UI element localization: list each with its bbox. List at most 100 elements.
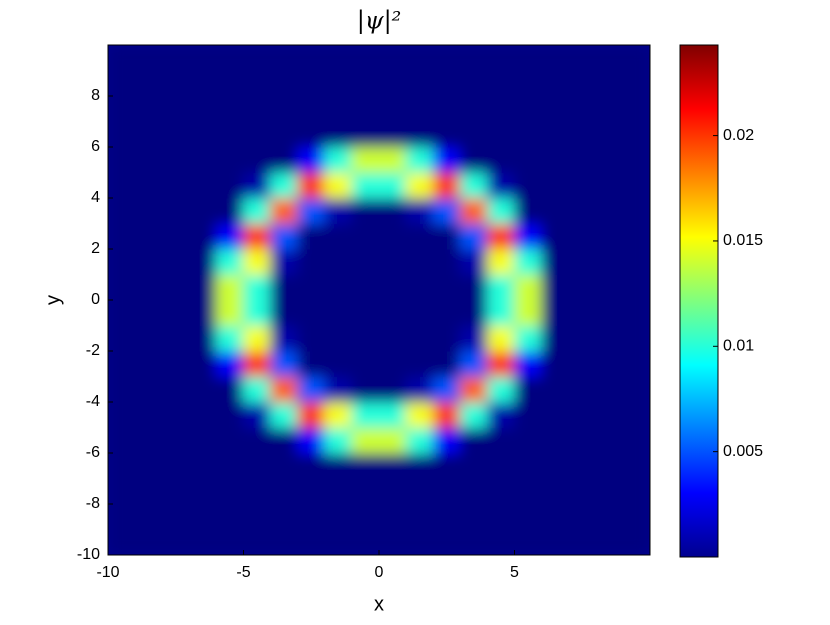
heatmap-cell — [243, 223, 272, 250]
heatmap-cell — [595, 401, 624, 428]
heatmap-cell — [134, 325, 163, 352]
y-tick-label: -4 — [86, 393, 100, 410]
heatmap-cell — [405, 172, 434, 199]
heatmap-cell — [378, 427, 407, 454]
heatmap-cell — [595, 223, 624, 250]
heatmap-cell — [297, 172, 326, 199]
heatmap-cell — [215, 427, 244, 454]
heatmap-cell — [108, 401, 136, 428]
heatmap-cell — [297, 248, 326, 275]
heatmap-cell — [568, 95, 597, 122]
heatmap-cell — [161, 70, 190, 97]
heatmap-cell — [243, 350, 272, 377]
colorbar-tick-label: 0.01 — [723, 338, 754, 355]
heatmap-cell — [270, 223, 299, 250]
heatmap-cell — [270, 274, 299, 301]
heatmap-cell — [432, 146, 461, 173]
heatmap-cell — [351, 427, 380, 454]
heatmap-cell — [324, 529, 353, 555]
heatmap-cell — [378, 146, 407, 173]
heatmap-cell — [243, 146, 272, 173]
heatmap-cell — [351, 452, 380, 479]
heatmap-cell — [432, 401, 461, 428]
heatmap-cell — [134, 274, 163, 301]
heatmap-cell — [432, 95, 461, 122]
heatmap-cell — [188, 197, 217, 224]
heatmap-cell — [459, 45, 488, 71]
heatmap-cell — [378, 121, 407, 148]
heatmap-cell — [188, 248, 217, 275]
heatmap-cell — [188, 172, 217, 199]
heatmap-cell — [486, 197, 515, 224]
heatmap-cell — [324, 146, 353, 173]
heatmap-cell — [270, 401, 299, 428]
heatmap-cell — [432, 223, 461, 250]
heatmap-cell — [351, 376, 380, 403]
heatmap-cell — [134, 376, 163, 403]
heatmap-cell — [161, 325, 190, 352]
heatmap-cell — [270, 172, 299, 199]
heatmap-cell — [188, 70, 217, 97]
heatmap-cell — [134, 45, 163, 71]
heatmap-cell — [405, 121, 434, 148]
heatmap-cell — [541, 70, 570, 97]
heatmap-cell — [161, 223, 190, 250]
heatmap-cell — [188, 427, 217, 454]
heatmap-cell — [486, 325, 515, 352]
heatmap-cell — [297, 427, 326, 454]
heatmap-cell — [188, 121, 217, 148]
heatmap-cell — [459, 223, 488, 250]
heatmap-cell — [378, 376, 407, 403]
heatmap-cell — [108, 197, 136, 224]
heatmap-cell — [324, 274, 353, 301]
heatmap-cell — [215, 299, 244, 326]
heatmap-cell — [188, 401, 217, 428]
heatmap-cell — [405, 146, 434, 173]
heatmap-cell — [622, 503, 650, 530]
heatmap-cell — [459, 503, 488, 530]
y-tick-label: 4 — [91, 189, 100, 206]
heatmap-cell — [215, 401, 244, 428]
heatmap-cell — [215, 197, 244, 224]
heatmap-cell — [297, 274, 326, 301]
heatmap-cell — [351, 274, 380, 301]
heatmap-cell — [161, 452, 190, 479]
colorbar-tick-label: 0.02 — [723, 127, 754, 144]
heatmap-cell — [622, 427, 650, 454]
heatmap-cell — [568, 70, 597, 97]
heatmap-cell — [351, 529, 380, 555]
heatmap-cell — [595, 146, 624, 173]
x-axis-label: x — [374, 593, 384, 615]
heatmap-cell — [188, 274, 217, 301]
heatmap-cell — [514, 376, 543, 403]
heatmap-cell — [622, 121, 650, 148]
heatmap-cell — [568, 45, 597, 71]
heatmap-cell — [161, 503, 190, 530]
heatmap-cell — [351, 325, 380, 352]
heatmap-cell — [486, 172, 515, 199]
heatmap-cell — [622, 248, 650, 275]
heatmap-cell — [622, 274, 650, 301]
heatmap-cell — [215, 529, 244, 555]
heatmap-cell — [405, 248, 434, 275]
heatmap-cell — [486, 95, 515, 122]
heatmap-cell — [595, 376, 624, 403]
heatmap-cell — [134, 478, 163, 505]
heatmap-cell — [595, 299, 624, 326]
heatmap-cell — [108, 299, 136, 326]
heatmap-cell — [568, 248, 597, 275]
heatmap-cell — [324, 197, 353, 224]
heatmap-cell — [161, 95, 190, 122]
heatmap-cell — [270, 248, 299, 275]
heatmap-cell — [486, 299, 515, 326]
heatmap-cell — [324, 223, 353, 250]
y-tick-label: -6 — [86, 444, 100, 461]
heatmap-cell — [378, 325, 407, 352]
heatmap-cell — [541, 95, 570, 122]
heatmap-cell — [595, 45, 624, 71]
heatmap-cell — [541, 529, 570, 555]
heatmap-cell — [622, 70, 650, 97]
heatmap-cell — [297, 452, 326, 479]
heatmap-cell — [486, 248, 515, 275]
heatmap-cell — [541, 452, 570, 479]
